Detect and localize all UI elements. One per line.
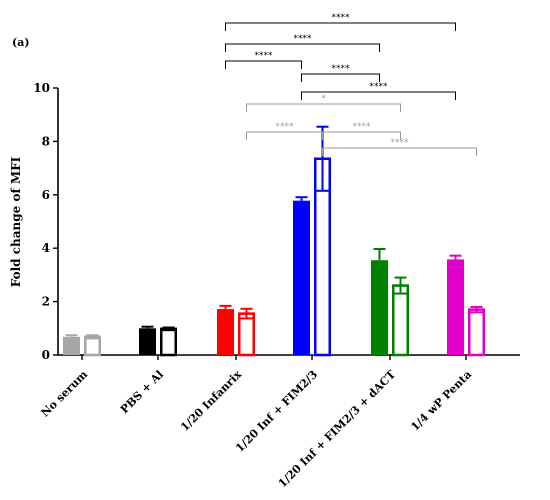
- significance-label: ****: [294, 34, 313, 44]
- x-tick-label: 1/4 wP Penta: [408, 368, 474, 434]
- bar: [293, 200, 310, 355]
- y-axis-label: Fold change of MFI: [9, 156, 23, 287]
- significance-label: ****: [332, 64, 351, 74]
- x-tick-label: PBS + Al: [118, 368, 166, 416]
- bar: [238, 312, 255, 357]
- significance-bracket: [225, 22, 456, 31]
- significance-bracket: [246, 103, 401, 112]
- significance-bracket: [301, 91, 456, 100]
- y-tick-label: 8: [42, 134, 50, 148]
- y-tick-label: 4: [42, 241, 50, 255]
- significance-bracket: [225, 60, 302, 69]
- bar: [217, 309, 234, 355]
- panel-label: (a): [12, 36, 30, 49]
- y-tick-label: 0: [42, 348, 50, 362]
- bar: [139, 328, 156, 355]
- bars: [63, 125, 485, 357]
- significance-label: ****: [391, 138, 410, 148]
- significance-bracket: [322, 131, 401, 140]
- x-tick-label: 1/20 Infanrix: [178, 368, 244, 434]
- significance-bracket: [246, 131, 323, 140]
- significance-brackets: ************************* ********: [225, 13, 477, 156]
- y-tick-label: 2: [42, 295, 50, 309]
- bar: [160, 327, 177, 357]
- significance-label: ****: [332, 13, 351, 23]
- bar: [468, 308, 485, 357]
- axes: 0 2 4 6 8 10: [33, 81, 520, 362]
- x-tick-label: No serum: [39, 368, 91, 420]
- significance-bracket: [225, 43, 380, 52]
- significance-label: ****: [353, 122, 372, 132]
- y-tick-label: 10: [33, 81, 50, 95]
- x-tick-label: 1/20 Inf + FIM2/3: [233, 368, 320, 455]
- significance-label: *: [321, 94, 326, 104]
- significance-bracket: [322, 147, 477, 156]
- significance-label: ****: [276, 122, 295, 132]
- bar: [63, 336, 80, 355]
- bar: [392, 284, 409, 357]
- bar: [371, 260, 388, 355]
- significance-bracket: [301, 73, 380, 82]
- bar: [447, 259, 464, 355]
- significance-label: ****: [255, 51, 274, 61]
- y-tick-label: 6: [42, 188, 50, 202]
- bar: [84, 335, 101, 357]
- significance-label: ****: [370, 82, 389, 92]
